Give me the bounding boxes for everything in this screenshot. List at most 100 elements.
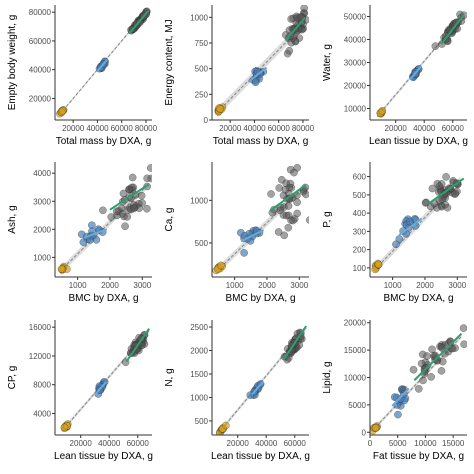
mid-group-regression-line xyxy=(409,65,423,81)
y-tick-label: 2000 xyxy=(190,347,208,356)
y-tick-label: 20000 xyxy=(344,319,367,328)
x-axis-title: Lean tissue by DXA, g xyxy=(54,451,153,462)
plot-area xyxy=(56,7,151,118)
data-point-high xyxy=(123,212,132,221)
data-point-high xyxy=(443,203,452,212)
y-tick-label: 1000 xyxy=(190,13,208,22)
panel-7: 20000 40000 60000 4000 8000 12000 16000 Lean ti… xyxy=(7,320,153,462)
x-axis-title: Total mass by DXA, g xyxy=(213,136,309,147)
data-point-high xyxy=(300,5,309,13)
data-point-high xyxy=(277,175,286,184)
data-point-high xyxy=(297,25,306,34)
x-tick-label: 60000 xyxy=(268,124,291,133)
data-point-mid xyxy=(405,217,414,226)
x-tick-label: 60000 xyxy=(111,124,134,133)
data-point-small xyxy=(378,106,387,115)
data-point-high xyxy=(146,164,152,172)
y-tick-label: 30000 xyxy=(344,59,367,68)
y-tick-label: 80000 xyxy=(29,8,52,17)
x-tick-label: 20000 xyxy=(70,439,93,448)
data-point-high xyxy=(290,168,298,177)
data-point-high xyxy=(284,202,293,210)
data-point-high xyxy=(293,209,301,218)
y-axis-title: N, g xyxy=(164,368,175,386)
plot-area xyxy=(57,164,152,275)
mid-group-regression-line xyxy=(96,58,108,72)
y-tick-label: 5000 xyxy=(348,401,366,410)
x-tick-label: 40000 xyxy=(413,124,436,133)
y-tick-label: 4000 xyxy=(33,169,51,178)
data-point-high xyxy=(99,206,107,215)
x-tick-label: 40000 xyxy=(86,124,109,133)
plot-area xyxy=(212,163,309,275)
x-tick-label: 1000 xyxy=(384,281,402,290)
y-tick-label: 300 xyxy=(353,227,367,236)
y-tick-label: 2500 xyxy=(190,323,208,332)
y-tick-label: 15000 xyxy=(344,346,367,355)
x-axis-title: BMC by DXA, g xyxy=(68,293,138,304)
overall-regression-line xyxy=(59,8,149,115)
x-tick-label: 3000 xyxy=(448,281,466,290)
x-axis-title: BMC by DXA, g xyxy=(383,293,453,304)
data-point-high xyxy=(437,367,446,375)
data-point-high xyxy=(428,184,437,193)
y-tick-label: 400 xyxy=(353,209,367,218)
data-point-high xyxy=(127,183,136,192)
x-tick-label: 80000 xyxy=(292,124,315,133)
high-group-regression-line xyxy=(125,328,150,363)
y-tick-label: 8000 xyxy=(33,381,51,390)
y-axis-title: Ca, g xyxy=(164,208,175,232)
data-point-small xyxy=(60,423,69,432)
data-point-high xyxy=(459,324,467,332)
x-axis-title: BMC by DXA, g xyxy=(225,293,295,304)
data-point-high xyxy=(282,211,291,220)
y-tick-label: 1000 xyxy=(190,196,208,205)
panel-5: 1000 2000 3000 500 1000 BMC by DXA, g Ca, g xyxy=(164,162,309,304)
mid-group-regression-line xyxy=(94,381,108,396)
x-tick-label: 60000 xyxy=(442,124,465,133)
high-group-regression-line xyxy=(282,325,307,361)
y-tick-label: 60000 xyxy=(29,37,52,46)
y-tick-label: 10000 xyxy=(344,105,367,114)
data-point-high xyxy=(302,190,309,199)
data-point-mid xyxy=(251,78,260,87)
y-tick-label: 40000 xyxy=(344,36,367,45)
y-tick-label: 50000 xyxy=(344,13,367,22)
x-tick-label: 2000 xyxy=(416,281,434,290)
x-tick-label: 1000 xyxy=(69,281,87,290)
high-group-regression-line xyxy=(413,332,463,381)
data-point-high xyxy=(442,172,450,181)
data-point-mid xyxy=(240,249,248,257)
panel-3: 20000 40000 60000 10000 20000 30000 40000 50000… xyxy=(322,5,468,147)
y-tick-label: 750 xyxy=(195,39,209,48)
data-point-high xyxy=(438,357,447,366)
plot-area xyxy=(214,5,309,117)
data-point-high xyxy=(305,216,309,224)
mid-group-regression-line xyxy=(240,229,265,243)
high-group-regression-line xyxy=(269,184,307,212)
data-point-high xyxy=(423,352,431,360)
data-point-high xyxy=(121,222,129,231)
x-tick-label: 3000 xyxy=(290,281,308,290)
data-point-high xyxy=(409,365,418,374)
data-point-mid xyxy=(394,410,402,419)
data-point-high xyxy=(414,385,423,393)
x-tick-label: 5000 xyxy=(389,439,407,448)
data-point-high xyxy=(435,182,444,191)
x-tick-label: 2000 xyxy=(101,281,119,290)
data-point-high xyxy=(284,223,293,232)
x-axis-title: Total mass by DXA, g xyxy=(56,136,152,147)
data-point-high xyxy=(280,231,289,240)
x-tick-label: 0 xyxy=(368,439,373,448)
data-point-high xyxy=(137,191,146,200)
data-point-high xyxy=(286,179,295,188)
x-tick-label: 40000 xyxy=(243,124,266,133)
y-tick-label: 20000 xyxy=(344,82,367,91)
data-point-mid xyxy=(396,394,405,403)
x-tick-label: 2000 xyxy=(258,281,276,290)
mid-group-regression-line xyxy=(391,387,410,407)
y-axis-title: Energy content, MJ xyxy=(164,19,175,105)
plot-area xyxy=(215,325,307,435)
data-point-small xyxy=(58,107,67,115)
data-point-small xyxy=(221,421,230,430)
